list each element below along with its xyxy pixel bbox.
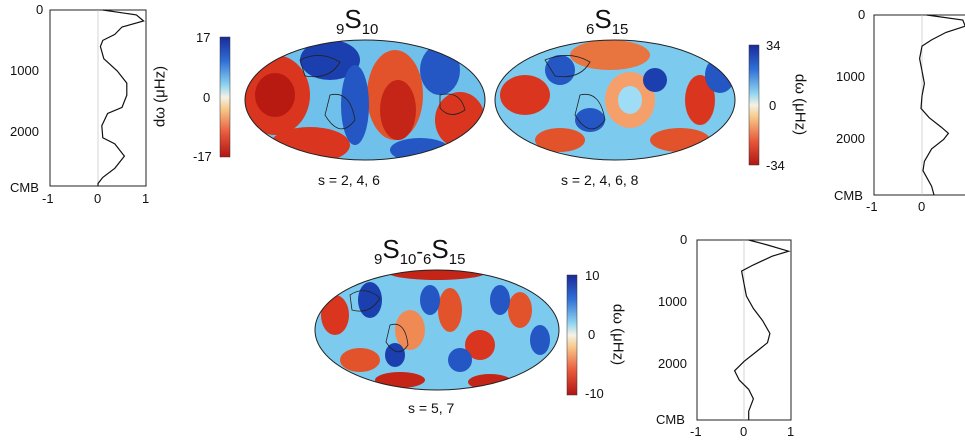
title-9s10-6s15: 9S10-6S15 (374, 234, 466, 268)
colorbar-3 (566, 274, 578, 396)
colorbar-3-max: 10 (585, 268, 600, 283)
caption-9s10-6s15: s = 5, 7 (408, 400, 455, 416)
colorbar-2-mid: 0 (769, 98, 777, 113)
profile-2-x-tick: 0 (918, 199, 926, 214)
profile-curve-3 (733, 239, 791, 420)
profile-2-x-tick: -1 (866, 199, 878, 214)
colorbar-2 (748, 44, 760, 166)
profile-2-y-tick: 0 (858, 7, 866, 22)
colorbar-1-min: -17 (193, 149, 212, 164)
title-6s15: 6S15 (586, 4, 629, 38)
profile-curve-2 (918, 14, 965, 196)
profile-plot-3 (696, 239, 792, 421)
profile-2-y-tick: CMB (834, 188, 863, 203)
profile-1-y-tick: CMB (10, 180, 39, 195)
profile-3-x-tick: -1 (690, 424, 702, 439)
colorbar-2-min: -34 (766, 158, 785, 173)
colorbar-3-mid: 0 (588, 327, 596, 342)
colorbar-1 (219, 36, 231, 158)
profile-1-y-tick: 1000 (10, 63, 39, 78)
caption-9s10: s = 2, 4, 6 (318, 172, 380, 188)
profile-plot-2 (873, 14, 965, 196)
profile-1-y-tick: 2000 (10, 124, 39, 139)
map-9s10 (244, 39, 486, 161)
profile-2-y-tick: 1000 (836, 69, 865, 84)
profile-3-y-tick: 2000 (658, 356, 687, 371)
title-9s10: 9S10 (336, 4, 379, 38)
colorbar-3-min: -10 (585, 386, 604, 401)
caption-6s15: s = 2, 4, 6, 8 (561, 172, 639, 188)
profile-3-y-tick: 1000 (658, 294, 687, 309)
colorbar-1-label: dω (μHz) (151, 65, 169, 128)
profile-plot-1 (49, 9, 147, 187)
colorbar-1-max: 17 (196, 30, 211, 45)
profile-3-y-tick: CMB (656, 412, 685, 427)
map-6s15 (494, 39, 736, 161)
colorbar-2-label: dω (μHz) (791, 73, 809, 136)
map-9s10-6s15 (314, 269, 560, 391)
profile-1-x-tick: 0 (94, 191, 102, 206)
profile-3-x-tick: 0 (740, 424, 748, 439)
profile-1-y-tick: 0 (36, 2, 44, 17)
colorbar-3-label: dω (μHz) (609, 303, 627, 366)
colorbar-1-mid: 0 (203, 90, 211, 105)
profile-3-y-tick: 0 (680, 232, 688, 247)
profile-1-x-tick: -1 (42, 191, 54, 206)
colorbar-2-max: 34 (766, 38, 781, 53)
profile-2-y-tick: 2000 (836, 131, 865, 146)
profile-1-x-tick: 1 (142, 191, 150, 206)
profile-curve-1 (97, 9, 145, 186)
profile-3-x-tick: 1 (787, 424, 795, 439)
